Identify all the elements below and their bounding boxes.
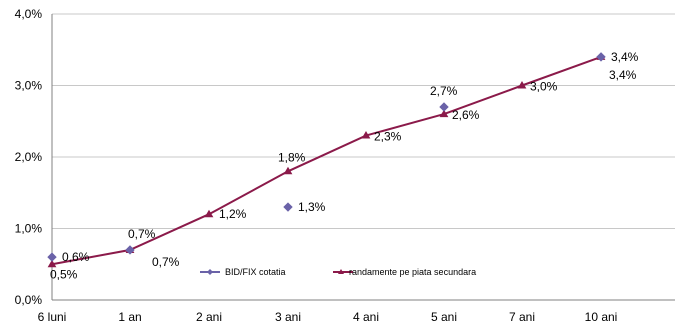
bid-fix-label: 2,7% [430, 84, 458, 98]
x-axis-ticks: 6 luni 1 an 2 ani 3 ani 4 ani 5 ani 7 ani 10 an… [38, 310, 618, 324]
secondary-yield-label: 0,7% [152, 255, 180, 269]
bid-fix-label: 0,6% [62, 250, 90, 264]
x-tick-label: 10 ani [585, 310, 618, 324]
secondary-yield-label: 0,5% [50, 267, 78, 281]
x-tick-label: 7 ani [509, 310, 535, 324]
x-tick-label: 5 ani [431, 310, 457, 324]
x-tick-label: 6 luni [38, 310, 67, 324]
bid-fix-point [125, 245, 135, 255]
secondary-yield-point [204, 209, 214, 218]
gridlines [52, 13, 675, 229]
y-axis-ticks: 0,0% 1,0% 2,0% 3,0% 4,0% [15, 7, 43, 307]
x-tick-label: 3 ani [275, 310, 301, 324]
y-tick-label: 2,0% [15, 150, 43, 164]
secondary-yield-label: 2,3% [374, 130, 402, 144]
bid-fix-label: 3,4% [611, 50, 639, 64]
secondary-yield-label: 1,2% [219, 207, 247, 221]
bid-fix-point [439, 102, 449, 112]
bid-fix-point [283, 202, 293, 212]
secondary-yield-label: 2,6% [452, 108, 480, 122]
secondary-yield-point [283, 166, 293, 175]
secondary-yield-point [47, 259, 57, 268]
legend-bid-fix-label: BID/FIX cotatia [225, 267, 286, 277]
secondary-yield-label: 3,0% [530, 80, 558, 94]
legend-bid-fix-marker [207, 269, 213, 275]
y-tick-label: 3,0% [15, 79, 43, 93]
legend-secondary-yield-label: randamente pe piata secundara [349, 267, 476, 277]
x-tick-label: 1 an [118, 310, 141, 324]
secondary-yield-point [517, 81, 527, 89]
y-tick-label: 0,0% [15, 293, 43, 307]
axes [51, 14, 675, 301]
secondary-yield-point [361, 131, 371, 139]
secondary-yield-label: 1,8% [278, 150, 306, 164]
bid-fix-label: 1,3% [298, 200, 326, 214]
legend: BID/FIX cotatia randamente pe piata secun… [200, 267, 476, 277]
x-tick-label: 2 ani [196, 310, 222, 324]
series-group [47, 52, 606, 268]
bid-fix-point [47, 252, 57, 262]
bid-fix-label: 0,7% [128, 227, 156, 241]
secondary-yield-label: 3,4% [609, 68, 637, 82]
bid-fix-point [596, 52, 606, 62]
x-tick-label: 4 ani [353, 310, 379, 324]
y-tick-label: 4,0% [15, 7, 43, 21]
legend-secondary-yield-marker [338, 269, 344, 274]
secondary-yield-point [439, 109, 449, 118]
y-tick-label: 1,0% [15, 222, 43, 236]
data-labels: 0,5% 0,7% 1,2% 1,8% 2,3% 2,6% 3,0% 3,4% 0,6% 0,7%… [50, 50, 639, 281]
secondary-yield-line [51, 55, 602, 266]
